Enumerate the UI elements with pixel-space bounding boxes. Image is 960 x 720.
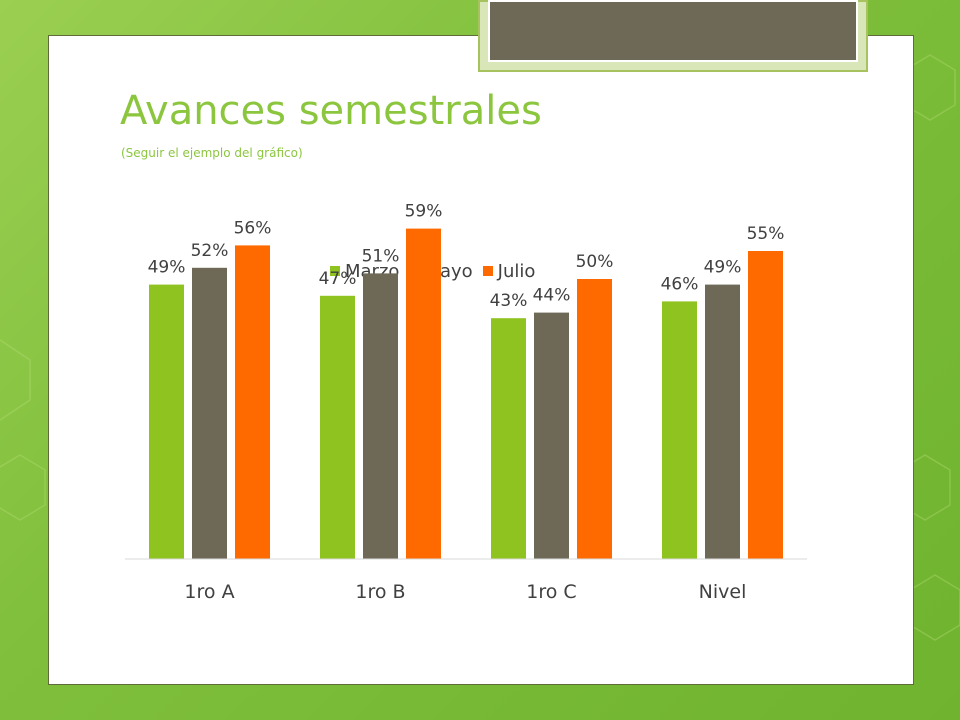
- chart-bars: [149, 228, 783, 559]
- data-label-marzo-1: 49%: [148, 258, 186, 278]
- legend-label-julio: Julio: [497, 260, 536, 282]
- legend-swatch-julio: [482, 266, 493, 276]
- legend-swatch-marzo: [330, 266, 340, 276]
- data-label-julio-3: 50%: [576, 252, 614, 272]
- data-label-marzo-2: 47%: [319, 269, 357, 289]
- bar-mayo-3: [534, 312, 569, 559]
- bar-marzo-4: [662, 301, 697, 559]
- category-label-3: 1ro C: [526, 581, 576, 603]
- data-label-mayo-4: 49%: [704, 258, 742, 278]
- data-label-marzo-3: 43%: [490, 291, 528, 311]
- bar-marzo-2: [320, 295, 355, 559]
- data-label-julio-4: 55%: [747, 224, 785, 244]
- bar-julio-2: [406, 228, 441, 559]
- data-label-julio-2: 59%: [405, 202, 443, 222]
- bar-julio-3: [577, 279, 612, 559]
- chart-labels: 49%52%56%1ro A47%51%59%1ro B43% 44%50%1ro…: [148, 202, 785, 603]
- bar-mayo-1: [192, 267, 227, 559]
- category-label-1: 1ro A: [184, 581, 234, 603]
- slide-subtitle: (Seguir el ejemplo del gráfico): [121, 146, 303, 160]
- decorative-corner-box: [488, 0, 858, 62]
- data-label-marzo-4: 46%: [661, 274, 699, 294]
- category-label-2: 1ro B: [355, 581, 405, 603]
- bar-marzo-1: [149, 284, 184, 559]
- bar-mayo-2: [363, 273, 398, 559]
- legend-item-julio: Julio: [482, 260, 536, 282]
- data-label-mayo-2: 51%: [362, 246, 400, 266]
- bar-julio-4: [748, 251, 783, 559]
- data-label-mayo-1: 52%: [191, 241, 229, 261]
- data-label-mayo-3: 44%: [533, 286, 571, 306]
- bar-marzo-3: [491, 318, 526, 559]
- data-label-julio-1: 56%: [234, 218, 272, 238]
- bar-mayo-4: [705, 284, 740, 559]
- category-label-4: Nivel: [699, 581, 747, 603]
- bar-julio-1: [235, 245, 270, 559]
- slide-title: Avances semestrales: [120, 88, 542, 134]
